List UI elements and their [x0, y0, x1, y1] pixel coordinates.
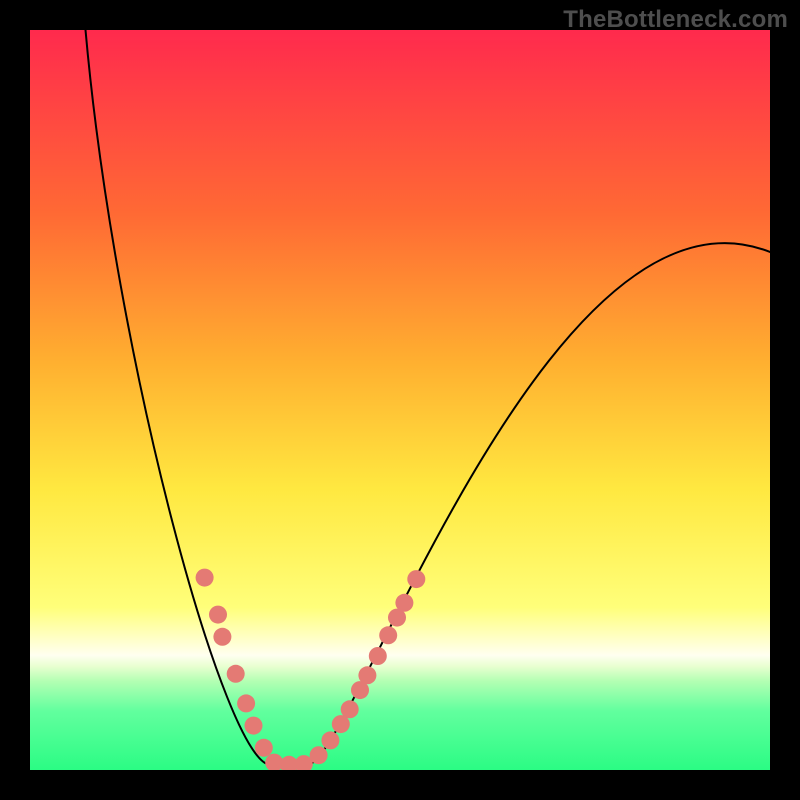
- curve-bead: [321, 731, 339, 749]
- plot-area: [30, 30, 770, 770]
- curve-bead: [255, 739, 273, 757]
- curve-bead: [379, 626, 397, 644]
- curve-bead: [227, 665, 245, 683]
- curve-bead: [407, 570, 425, 588]
- curve-bead: [237, 694, 255, 712]
- curve-bead: [358, 666, 376, 684]
- chart-root: TheBottleneck.com: [0, 0, 800, 800]
- curve-bead: [209, 606, 227, 624]
- curve-bead: [196, 569, 214, 587]
- curve-overlay: [30, 30, 770, 770]
- curve-bead: [395, 594, 413, 612]
- curve-bead: [310, 746, 328, 764]
- curve-bead: [245, 717, 263, 735]
- curve-bead: [213, 628, 231, 646]
- v-curve-path: [86, 30, 771, 765]
- curve-bead: [369, 647, 387, 665]
- curve-bead: [341, 700, 359, 718]
